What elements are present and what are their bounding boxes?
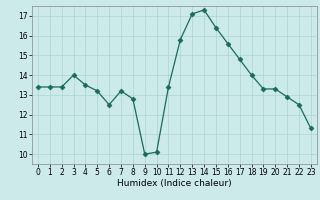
X-axis label: Humidex (Indice chaleur): Humidex (Indice chaleur) (117, 179, 232, 188)
